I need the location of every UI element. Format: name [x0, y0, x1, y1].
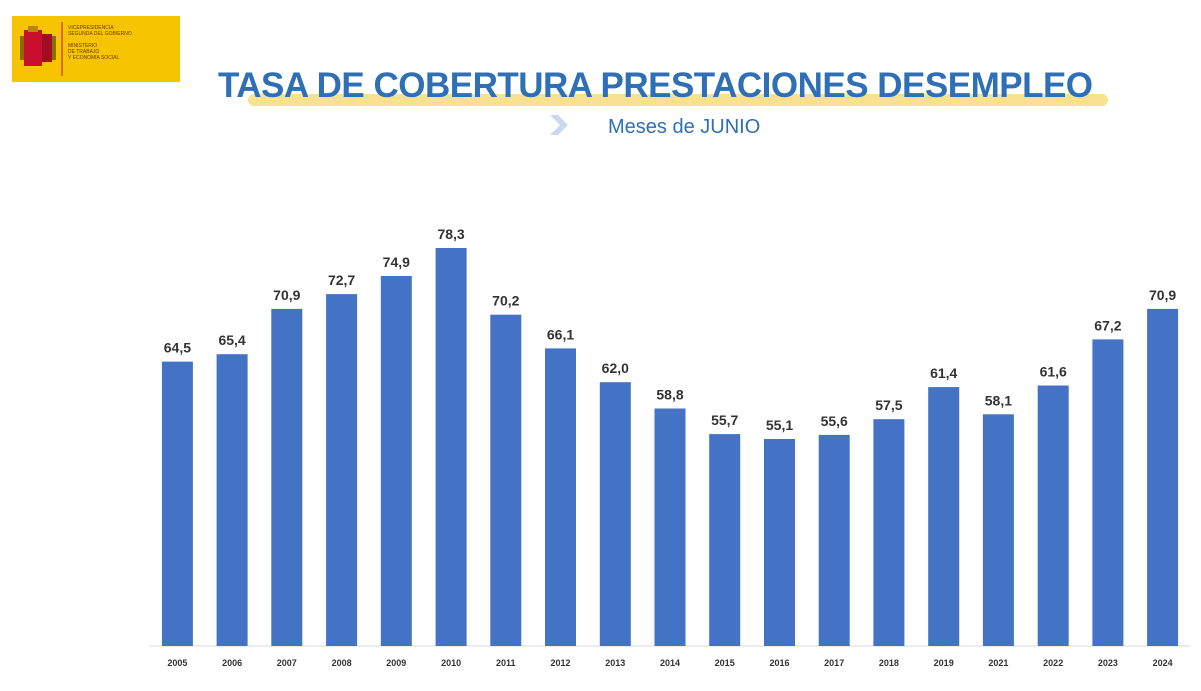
title-underline: [248, 94, 1108, 106]
bar-2009: [380, 276, 412, 646]
bar-2018: [873, 419, 905, 646]
coat-of-arms-icon: [20, 22, 63, 76]
chevron-right-icon: [550, 115, 568, 135]
bar-2023: [1092, 339, 1124, 646]
bar-2021: [982, 414, 1014, 646]
logo-line: Y ECONOMÍA SOCIAL: [68, 55, 120, 61]
page-title: TASA DE COBERTURA PRESTACIONES DESEMPLEO: [218, 66, 1093, 105]
bar-2005: [161, 361, 193, 646]
x-tick-label-2019: 2019: [934, 658, 954, 668]
data-label-2006: 65,4: [218, 332, 245, 348]
x-tick-label-2007: 2007: [277, 658, 297, 668]
bar-2022: [1037, 385, 1069, 646]
bar-2015: [709, 434, 741, 646]
data-label-2019: 61,4: [930, 365, 957, 381]
data-label-2014: 58,8: [656, 387, 683, 403]
data-label-2010: 78,3: [437, 226, 464, 242]
data-label-2009: 74,9: [383, 254, 410, 270]
logo-line: MINISTERIO: [68, 43, 98, 49]
x-tick-labels-layer: 2005 2006 2007 2008 2009 2010 2011 2012 2013 2014…: [167, 658, 1172, 668]
logo-line: DE TRABAJO: [68, 49, 100, 55]
x-tick-label-2015: 2015: [715, 658, 735, 668]
x-tick-label-2023: 2023: [1098, 658, 1118, 668]
x-tick-label-2022: 2022: [1043, 658, 1063, 668]
bar-2007: [271, 308, 303, 646]
data-label-2011: 70,2: [492, 293, 519, 309]
data-label-2008: 72,7: [328, 272, 355, 288]
bar-2012: [545, 348, 576, 646]
bar-2013: [599, 382, 631, 646]
data-label-2021: 58,1: [985, 392, 1012, 408]
data-label-2022: 61,6: [1040, 364, 1067, 380]
x-tick-label-2010: 2010: [441, 658, 461, 668]
x-tick-label-2011: 2011: [496, 658, 516, 668]
data-label-2016: 55,1: [766, 417, 793, 433]
x-tick-label-2018: 2018: [879, 658, 899, 668]
bar-2008: [326, 294, 358, 646]
x-tick-label-2006: 2006: [222, 658, 242, 668]
x-tick-label-2009: 2009: [386, 658, 406, 668]
bar-2011: [490, 314, 522, 646]
data-label-2007: 70,9: [273, 287, 300, 303]
data-label-2015: 55,7: [711, 412, 738, 428]
x-tick-label-2008: 2008: [332, 658, 352, 668]
x-tick-label-2013: 2013: [605, 658, 625, 668]
bar-2017: [818, 434, 850, 646]
data-labels-layer: 64,5 65,4 70,9 72,7 74,9 78,3 70,2 66,1 62,0 58,8…: [164, 226, 1177, 433]
logo-line: VICEPRESIDENCIA: [68, 25, 114, 31]
x-tick-label-2016: 2016: [769, 658, 789, 668]
data-label-2023: 67,2: [1094, 317, 1121, 333]
x-tick-label-2017: 2017: [824, 658, 844, 668]
logo-line: SEGUNDA DEL GOBIERNO: [68, 31, 132, 37]
bar-2019: [928, 387, 960, 646]
page-subtitle: Meses de JUNIO: [608, 116, 761, 138]
bar-2016: [764, 439, 795, 646]
data-label-2024: 70,9: [1149, 287, 1176, 303]
data-label-2005: 64,5: [164, 340, 191, 356]
bar-2014: [654, 408, 686, 646]
data-label-2013: 62,0: [602, 360, 629, 376]
government-logo: VICEPRESIDENCIA SEGUNDA DEL GOBIERNO MIN…: [12, 16, 180, 82]
bar-2024: [1147, 308, 1179, 646]
data-label-2012: 66,1: [547, 326, 574, 342]
data-label-2017: 55,6: [821, 413, 848, 429]
x-tick-label-2024: 2024: [1153, 658, 1173, 668]
x-tick-label-2014: 2014: [660, 658, 680, 668]
bars-layer: [161, 248, 1179, 646]
data-label-2018: 57,5: [875, 397, 902, 413]
x-tick-label-2005: 2005: [167, 658, 187, 668]
bar-2006: [216, 354, 248, 646]
x-tick-label-2012: 2012: [550, 658, 570, 668]
bar-2010: [435, 248, 467, 646]
x-tick-label-2021: 2021: [988, 658, 1008, 668]
